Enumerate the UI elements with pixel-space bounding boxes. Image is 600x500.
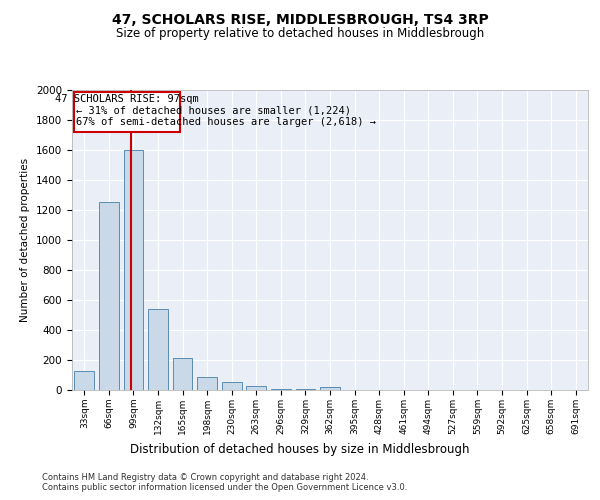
Bar xyxy=(222,382,242,390)
Bar xyxy=(296,389,315,390)
Text: ← 31% of detached houses are smaller (1,224): ← 31% of detached houses are smaller (1,… xyxy=(76,106,351,116)
Bar xyxy=(271,388,290,390)
Bar xyxy=(99,202,119,390)
Text: Contains HM Land Registry data © Crown copyright and database right 2024.: Contains HM Land Registry data © Crown c… xyxy=(42,472,368,482)
Bar xyxy=(197,377,217,390)
Text: 47 SCHOLARS RISE: 97sqm: 47 SCHOLARS RISE: 97sqm xyxy=(55,94,199,104)
Bar xyxy=(124,150,143,390)
Bar xyxy=(74,370,94,390)
FancyBboxPatch shape xyxy=(74,92,179,132)
Bar xyxy=(148,309,168,390)
Text: Distribution of detached houses by size in Middlesbrough: Distribution of detached houses by size … xyxy=(130,442,470,456)
Bar xyxy=(320,387,340,390)
Y-axis label: Number of detached properties: Number of detached properties xyxy=(20,158,31,322)
Bar xyxy=(173,358,193,390)
Text: 47, SCHOLARS RISE, MIDDLESBROUGH, TS4 3RP: 47, SCHOLARS RISE, MIDDLESBROUGH, TS4 3R… xyxy=(112,12,488,26)
Text: 67% of semi-detached houses are larger (2,618) →: 67% of semi-detached houses are larger (… xyxy=(76,117,376,127)
Text: Size of property relative to detached houses in Middlesbrough: Size of property relative to detached ho… xyxy=(116,28,484,40)
Bar xyxy=(247,386,266,390)
Text: Contains public sector information licensed under the Open Government Licence v3: Contains public sector information licen… xyxy=(42,482,407,492)
